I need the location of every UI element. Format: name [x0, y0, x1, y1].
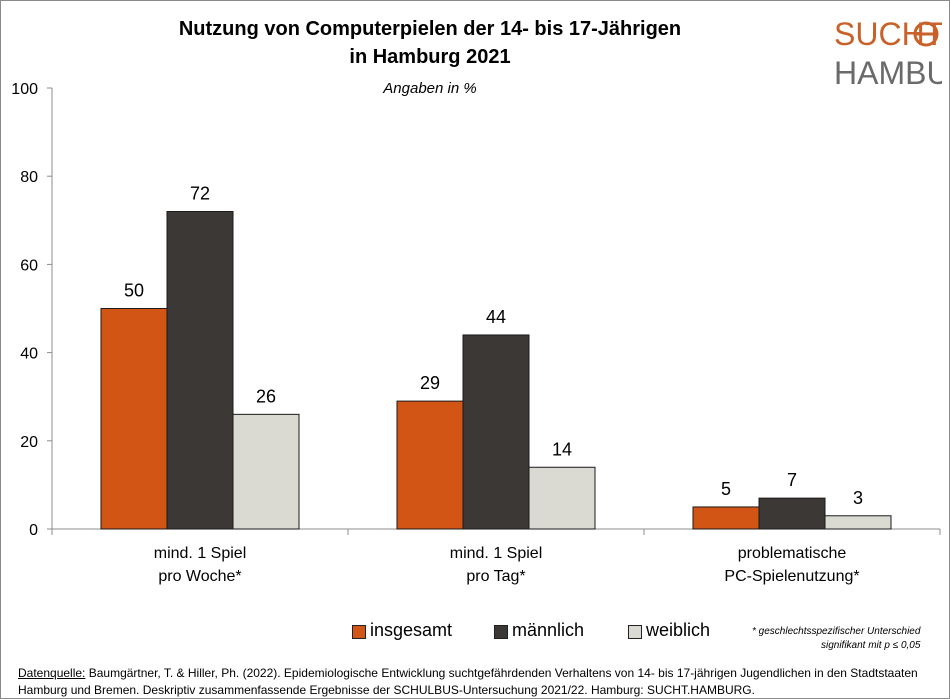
bar [692, 506, 760, 530]
chart-title-line1: Nutzung von Computerpielen der 14- bis 1… [178, 18, 682, 40]
logo-line2: HAMBURG [834, 55, 942, 90]
legend-label: männlich [512, 620, 585, 640]
bar [100, 308, 168, 530]
bar [166, 210, 234, 530]
chart-subtitle: Angaben in % [383, 80, 477, 97]
data-label: 5 [721, 479, 731, 499]
y-tick-label: 0 [29, 522, 38, 539]
bar [824, 515, 892, 530]
legend-swatch [352, 625, 366, 639]
data-label: 3 [853, 488, 863, 508]
legend-swatch [494, 625, 508, 639]
note-line2: signifikant mit p ≤ 0,05 [820, 640, 921, 651]
bar [396, 400, 464, 530]
category-label: PC-Spielenutzung* [724, 568, 859, 585]
legend-swatch [628, 625, 642, 639]
data-label: 14 [552, 439, 572, 459]
category-label: pro Woche* [158, 568, 241, 585]
data-label: 7 [787, 470, 797, 490]
y-tick-label: 80 [20, 169, 38, 186]
category-label: mind. 1 Spiel [154, 545, 247, 562]
note-line1: * geschlechtsspezifischer Unterschied [752, 626, 921, 637]
significance-note: * geschlechtsspezifischer Unterschied si… [752, 625, 920, 653]
bar [528, 466, 596, 530]
sucht-hamburg-logo: SUCHT HAMBURG [834, 16, 942, 90]
y-tick-label: 60 [20, 257, 38, 274]
category-label: problematische [738, 545, 847, 562]
bar [232, 413, 300, 530]
legend-label: weiblich [646, 620, 711, 640]
y-tick-label: 40 [20, 346, 38, 363]
source-text: Baumgärtner, T. & Hiller, Ph. (2022). Ep… [18, 666, 918, 697]
data-source: Datenquelle: Baumgärtner, T. & Hiller, P… [18, 665, 938, 699]
data-label: 44 [486, 307, 506, 327]
y-tick-label: 100 [11, 81, 38, 98]
data-label: 29 [420, 373, 440, 393]
chart-title-line2: in Hamburg 2021 [349, 46, 511, 68]
data-label: 72 [190, 183, 210, 203]
y-tick-label: 20 [20, 434, 38, 451]
data-label: 50 [124, 281, 144, 301]
bar [462, 334, 530, 530]
category-label: mind. 1 Spiel [450, 545, 543, 562]
category-label: pro Tag* [466, 568, 525, 585]
bar [758, 497, 826, 530]
legend-label: insgesamt [370, 620, 453, 640]
source-prefix: Datenquelle: [18, 666, 86, 680]
data-label: 26 [256, 386, 276, 406]
